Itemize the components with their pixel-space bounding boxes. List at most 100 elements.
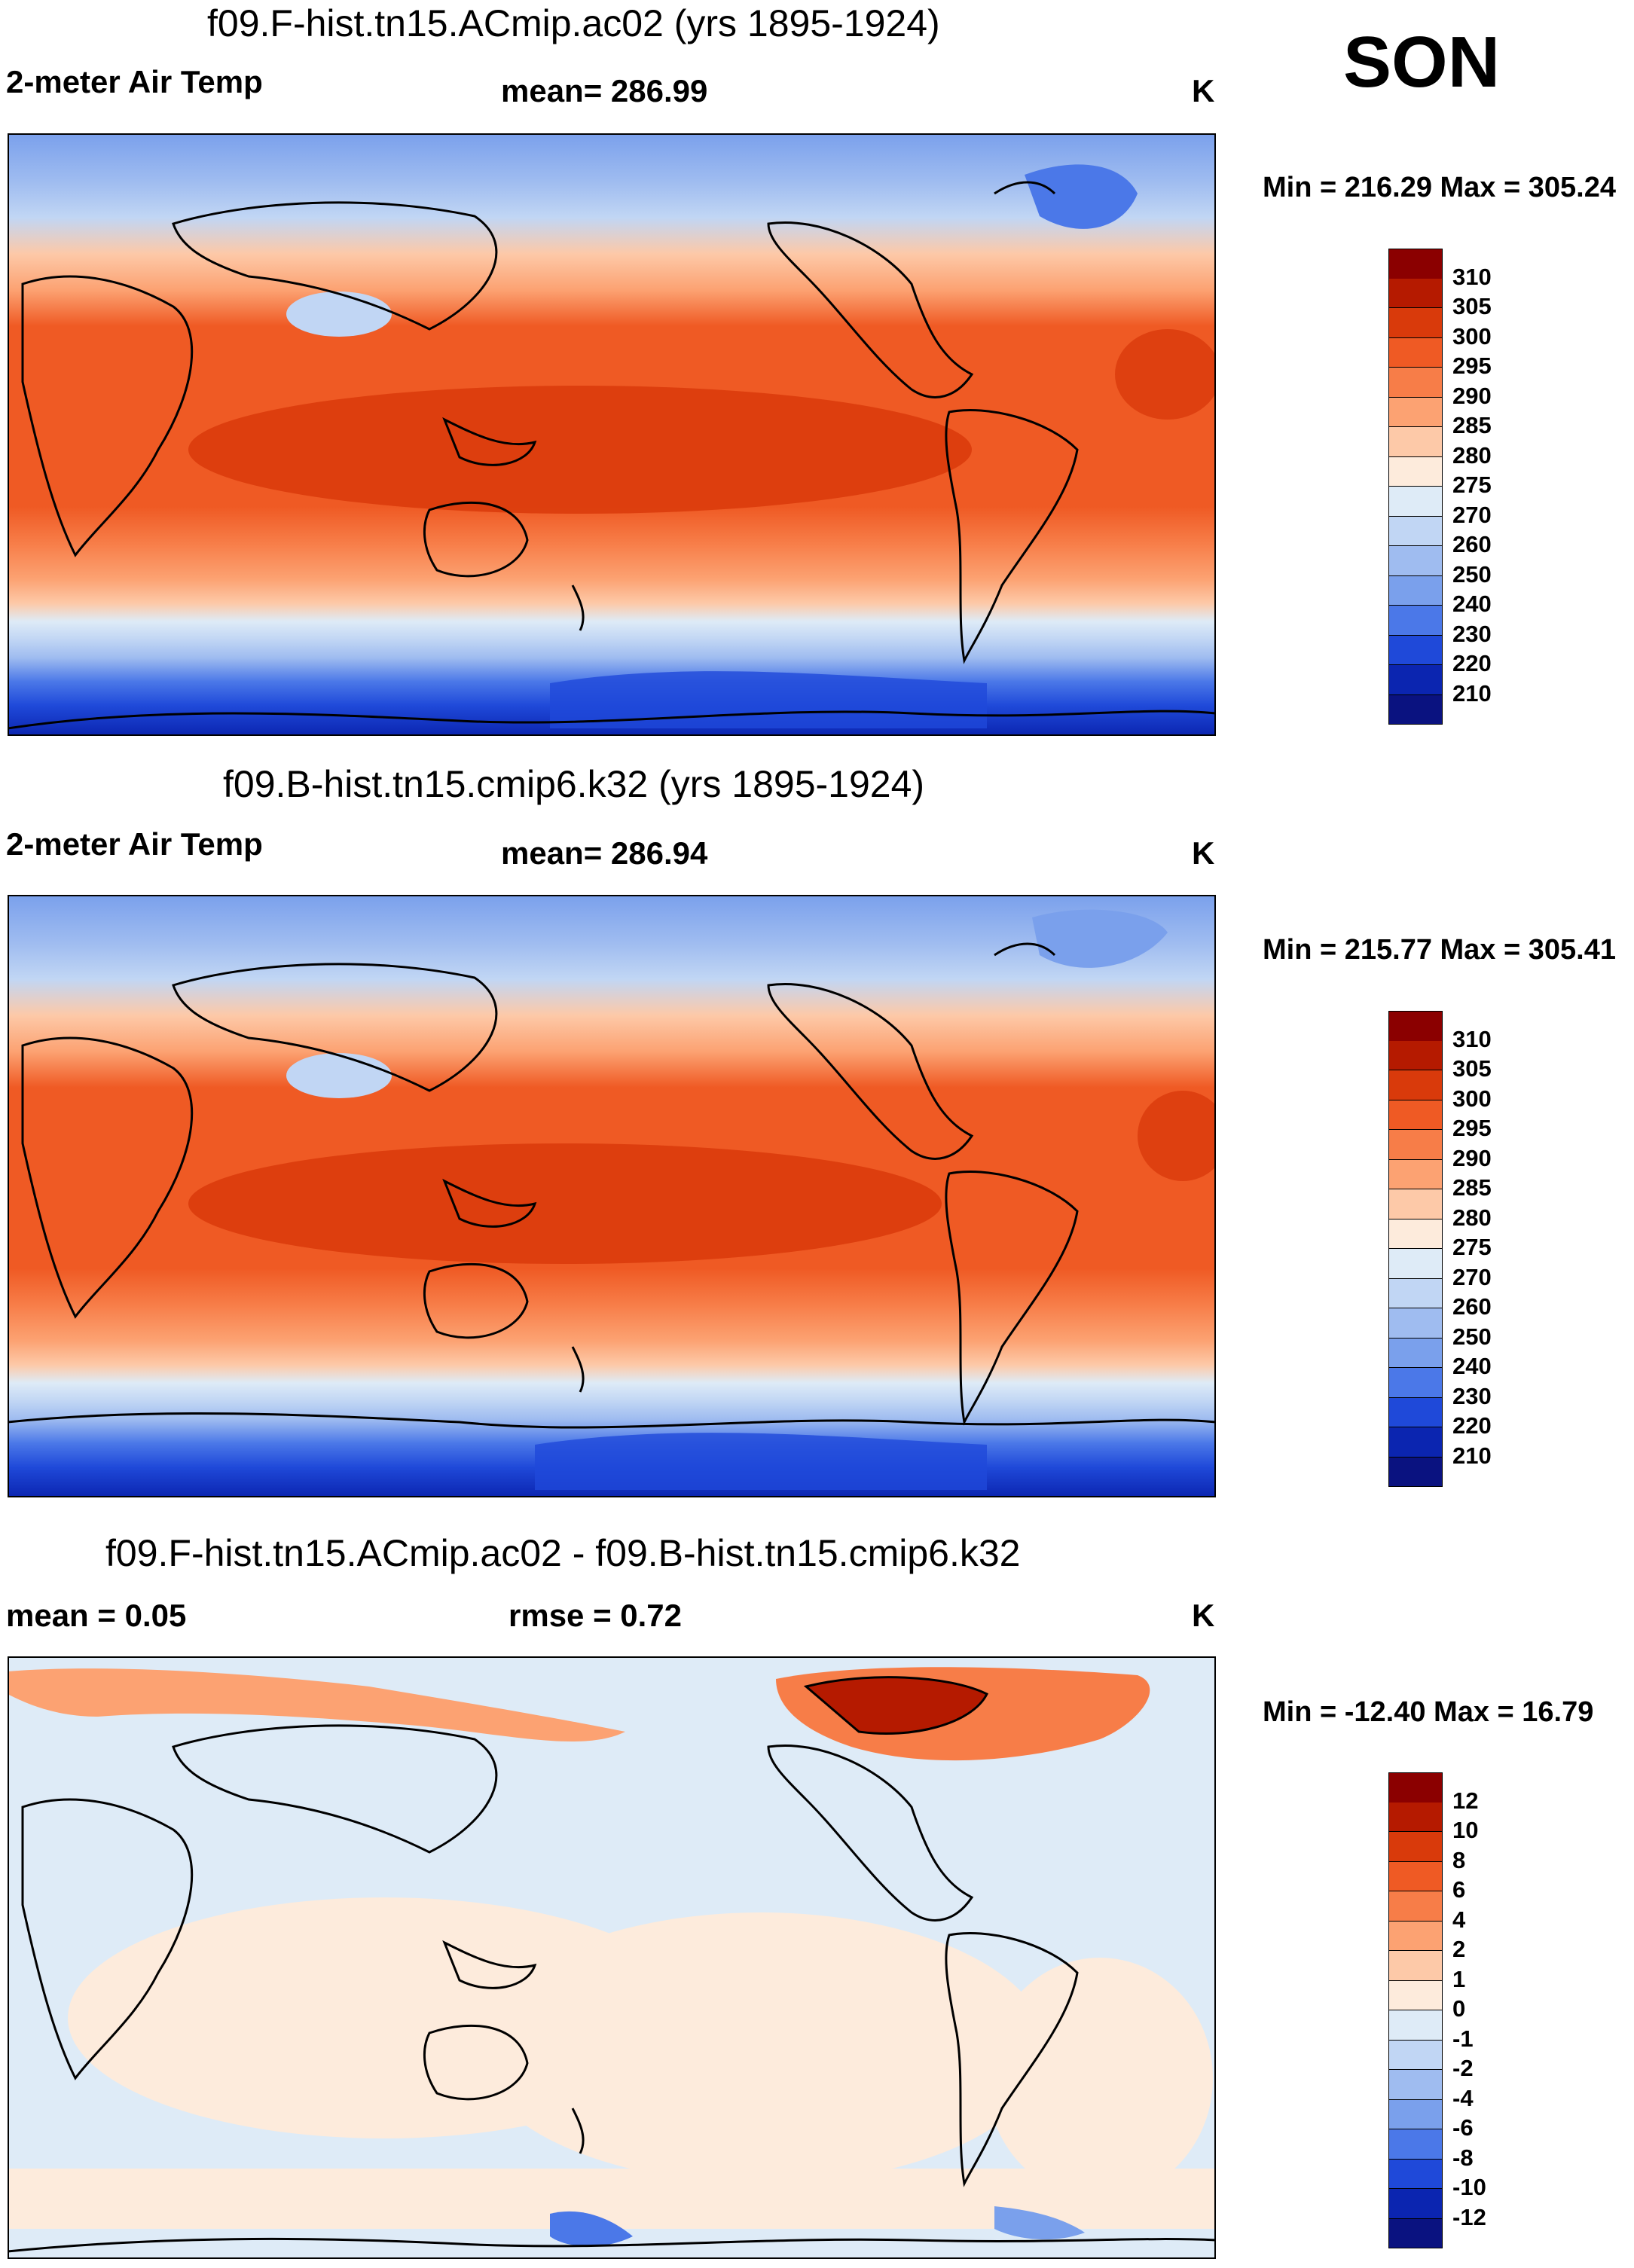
colorbar-cell xyxy=(1388,1891,1443,1922)
panel-2-mean-label: mean= 286.94 xyxy=(501,835,708,871)
colorbar-tick-label: 275 xyxy=(1452,1234,1492,1260)
colorbar-cell xyxy=(1388,427,1443,457)
colorbar-tick-label: 250 xyxy=(1452,560,1492,588)
colorbar-tick-label: 240 xyxy=(1452,1353,1492,1379)
panel-2-title: f09.B-hist.tn15.cmip6.k32 (yrs 1895-1924… xyxy=(223,763,925,805)
colorbar-cell xyxy=(1388,2189,1443,2219)
colorbar-tick-label: 10 xyxy=(1452,1817,1479,1843)
panel-1-mean-label: mean= 286.99 xyxy=(501,73,708,108)
colorbar-tick-label: 4 xyxy=(1452,1906,1466,1933)
panel-1-units: K xyxy=(1192,73,1215,108)
panel-2-minmax: Min = 215.77 Max = 305.41 xyxy=(1263,934,1616,966)
colorbar-cell xyxy=(1388,2040,1443,2070)
colorbar-tick-label: 0 xyxy=(1452,1995,1466,2022)
colorbar-tick-label: 290 xyxy=(1452,1144,1492,1171)
panel-1-title: f09.F-hist.tn15.ACmip.ac02 (yrs 1895-192… xyxy=(207,2,940,44)
colorbar-tick-label: 305 xyxy=(1452,293,1492,319)
panel-2-map xyxy=(8,895,1216,1497)
colorbar-tick-label: 260 xyxy=(1452,1293,1492,1320)
colorbar-cell xyxy=(1388,575,1443,606)
colorbar-tick-label: 240 xyxy=(1452,591,1492,617)
colorbar-tick-label: 210 xyxy=(1452,1442,1492,1469)
colorbar-tick-label: 300 xyxy=(1452,1085,1492,1112)
colorbar-tick-label: 8 xyxy=(1452,1846,1466,1873)
colorbar-tick-label: 250 xyxy=(1452,1323,1492,1350)
colorbar-tick-label: 1 xyxy=(1452,1965,1466,1992)
colorbar-tick-label: 295 xyxy=(1452,353,1492,379)
colorbar-cell xyxy=(1388,635,1443,665)
colorbar-cell xyxy=(1388,397,1443,427)
colorbar-cell xyxy=(1388,2010,1443,2041)
colorbar-tick-label: 285 xyxy=(1452,1174,1492,1201)
colorbar-cell xyxy=(1388,1338,1443,1368)
colorbar-cell xyxy=(1388,516,1443,546)
panel-3-units: K xyxy=(1192,1598,1215,1633)
colorbar-tick-label: 220 xyxy=(1452,650,1492,676)
panel-3-map xyxy=(8,1656,1216,2259)
panel-3-colorbar xyxy=(1388,1772,1443,2248)
colorbar-tick-label: 270 xyxy=(1452,501,1492,528)
colorbar-cell xyxy=(1388,2218,1443,2248)
colorbar-tick-label: 290 xyxy=(1452,382,1492,409)
panel-1-colorbar xyxy=(1388,249,1443,725)
season-label: SON xyxy=(1343,22,1501,102)
colorbar-tick-label: 6 xyxy=(1452,1876,1466,1903)
colorbar-cell xyxy=(1388,1802,1443,1832)
colorbar-cell xyxy=(1388,2159,1443,2189)
colorbar-cell xyxy=(1388,1368,1443,1398)
colorbar-cell xyxy=(1388,1189,1443,1219)
colorbar-cell xyxy=(1388,278,1443,308)
colorbar-tick-label: 280 xyxy=(1452,441,1492,469)
colorbar-tick-label: -4 xyxy=(1452,2084,1474,2111)
colorbar-cell xyxy=(1388,1980,1443,2010)
colorbar-cell xyxy=(1388,694,1443,725)
colorbar-cell xyxy=(1388,1921,1443,1951)
colorbar-tick-label: -6 xyxy=(1452,2114,1474,2141)
panel-3-minmax: Min = -12.40 Max = 16.79 xyxy=(1263,1696,1594,1728)
colorbar-tick-label: 260 xyxy=(1452,531,1492,557)
colorbar-cell xyxy=(1388,308,1443,338)
colorbar-cell xyxy=(1388,1040,1443,1070)
colorbar-tick-label: 280 xyxy=(1452,1204,1492,1231)
colorbar-tick-label: 2 xyxy=(1452,1936,1466,1962)
colorbar-cell xyxy=(1388,2129,1443,2160)
panel-3-mean-label: mean = 0.05 xyxy=(6,1598,187,1633)
panel-2-colorbar xyxy=(1388,1011,1443,1487)
colorbar-cell xyxy=(1388,249,1443,279)
colorbar-cell xyxy=(1388,1219,1443,1249)
colorbar-tick-label: 295 xyxy=(1452,1115,1492,1141)
colorbar-cell xyxy=(1388,337,1443,368)
colorbar-tick-label: -12 xyxy=(1452,2203,1486,2230)
colorbar-tick-label: 275 xyxy=(1452,472,1492,498)
colorbar-tick-label: -1 xyxy=(1452,2025,1474,2052)
panel-2-variable-label: 2-meter Air Temp xyxy=(6,826,263,862)
panel-3-rmse-label: rmse = 0.72 xyxy=(509,1598,683,1633)
colorbar-tick-label: 310 xyxy=(1452,1025,1492,1052)
colorbar-cell xyxy=(1388,1011,1443,1042)
colorbar-tick-label: 300 xyxy=(1452,322,1492,350)
colorbar-cell xyxy=(1388,456,1443,487)
panel-2-units: K xyxy=(1192,835,1215,871)
colorbar-tick-label: -8 xyxy=(1452,2144,1474,2171)
colorbar-cell xyxy=(1388,487,1443,517)
colorbar-cell xyxy=(1388,368,1443,398)
colorbar-tick-label: 210 xyxy=(1452,679,1492,707)
colorbar-tick-label: -10 xyxy=(1452,2174,1486,2200)
colorbar-cell xyxy=(1388,606,1443,636)
panel-1-map xyxy=(8,133,1216,736)
colorbar-cell xyxy=(1388,2099,1443,2129)
colorbar-cell xyxy=(1388,2070,1443,2100)
panel-1-minmax: Min = 216.29 Max = 305.24 xyxy=(1263,172,1616,203)
panel-3-title: f09.F-hist.tn15.ACmip.ac02 - f09.B-hist.… xyxy=(105,1532,1021,1574)
colorbar-tick-label: -2 xyxy=(1452,2055,1474,2081)
colorbar-cell xyxy=(1388,1278,1443,1308)
colorbar-tick-label: 270 xyxy=(1452,1263,1492,1290)
colorbar-cell xyxy=(1388,1070,1443,1100)
colorbar-tick-label: 220 xyxy=(1452,1412,1492,1439)
colorbar-cell xyxy=(1388,546,1443,576)
colorbar-cell xyxy=(1388,1397,1443,1427)
colorbar-cell xyxy=(1388,1159,1443,1189)
colorbar-cell xyxy=(1388,1308,1443,1339)
colorbar-cell xyxy=(1388,1861,1443,1891)
colorbar-tick-label: 310 xyxy=(1452,263,1492,290)
